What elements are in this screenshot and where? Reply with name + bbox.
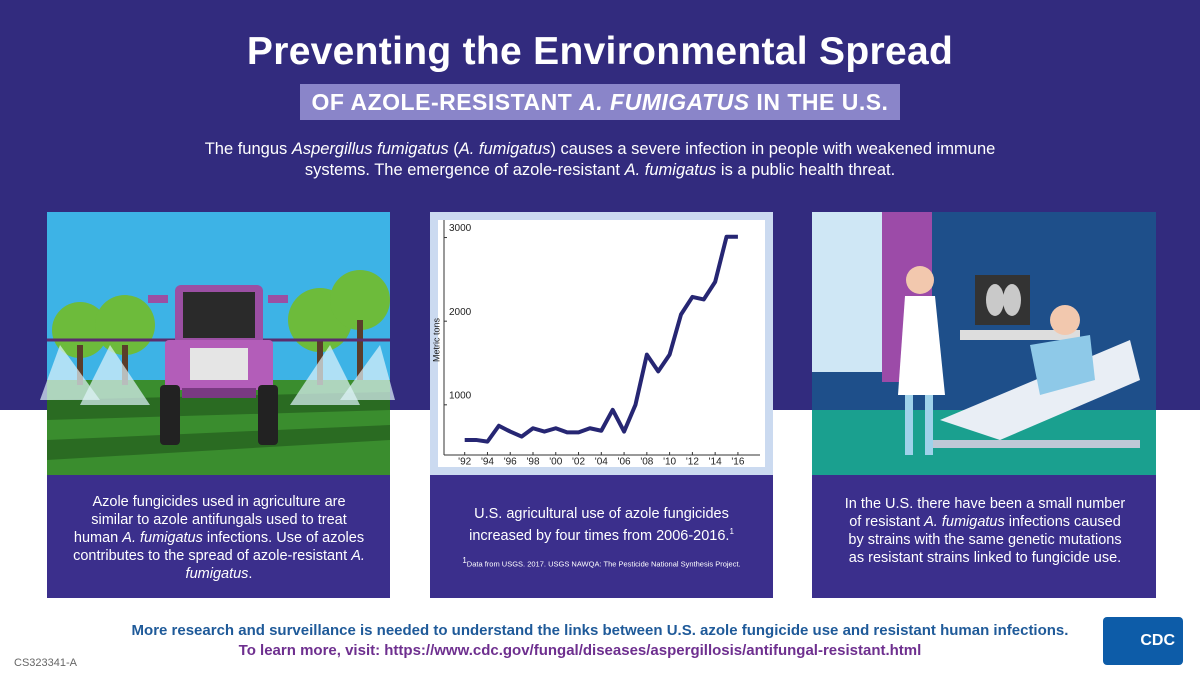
text: . [248, 566, 253, 582]
text: A. fumigatus [924, 514, 1005, 530]
panel-text-box [430, 475, 773, 598]
text: The fungus [204, 140, 292, 158]
x-tick-label: '12 [686, 457, 699, 468]
panel-text-box [47, 475, 390, 598]
text: Aspergillus fumigatus [291, 140, 449, 158]
hospital-illustration [812, 212, 1156, 475]
text: infections caused by strains with the sa… [848, 514, 1122, 566]
x-tick-label: '08 [640, 457, 653, 468]
panel-text-box [812, 475, 1156, 598]
text: is a public health threat. [716, 161, 896, 179]
text: U.S. agricultural use of azole fungicide… [469, 506, 730, 544]
farm-illustration [40, 212, 395, 475]
text: IN THE U.S. [749, 89, 889, 115]
text: In the U.S. there have been a small numb… [844, 496, 1126, 530]
panel-text: Azole fungicides used in agriculture are… [70, 493, 368, 583]
footnote-mark: 1 [729, 527, 734, 536]
text: OF AZOLE-RESISTANT [311, 89, 580, 115]
x-tick-label: '94 [481, 457, 494, 468]
panel-text: In the U.S. there have been a small numb… [840, 495, 1130, 567]
learn-more-link[interactable]: To learn more, visit: https://www.cdc.go… [238, 642, 922, 659]
y-axis-label: Metric tons [431, 317, 441, 362]
x-tick-label: '06 [618, 457, 631, 468]
panel-text: U.S. agricultural use of azole fungicide… [450, 505, 753, 545]
text: ( [448, 140, 459, 158]
cdc-logo: CDC [1103, 617, 1183, 665]
text: A. FUMIGATUS [579, 89, 750, 115]
x-tick-label: '96 [504, 457, 517, 468]
x-tick-label: '16 [731, 457, 744, 468]
intro: The fungus Aspergillus fumigatus (A. fum… [200, 139, 1000, 181]
footnote: 1Data from USGS. 2017. USGS NAWQA: The P… [440, 556, 763, 569]
title: Preventing the Environmental Spread [246, 30, 954, 73]
document-code: CS323341-A [14, 657, 77, 669]
y-tick-label: 2000 [449, 307, 472, 318]
x-tick-label: '00 [549, 457, 562, 468]
text: A. fumigatus [624, 161, 717, 179]
text: A. fumigatus [122, 530, 203, 546]
text: infections. Use of azoles contributes to… [73, 530, 365, 564]
text: ) causes a severe infection in people wi… [304, 140, 996, 179]
subtitle: OF AZOLE-RESISTANT A. FUMIGATUS IN THE U… [300, 84, 900, 120]
y-tick-label: 1000 [449, 390, 472, 401]
x-tick-label: '04 [595, 457, 608, 468]
data-line [464, 234, 738, 444]
x-tick-label: '02 [572, 457, 585, 468]
research-note: More research and surveillance is needed… [131, 622, 1069, 639]
text: Azole fungicides used in agriculture are… [73, 494, 347, 546]
y-tick-label: 3000 [449, 223, 472, 234]
text: Data from USGS. 2017. USGS NAWQA: The Pe… [466, 559, 741, 569]
footnote-mark: 1 [462, 556, 467, 565]
chart-area [438, 220, 765, 467]
text: A. fumigatus [185, 548, 365, 582]
x-tick-label: '98 [526, 457, 539, 468]
x-tick-label: '92 [458, 457, 471, 468]
text: A. fumigatus [458, 140, 551, 158]
x-tick-label: '10 [663, 457, 676, 468]
x-tick-label: '14 [709, 457, 722, 468]
